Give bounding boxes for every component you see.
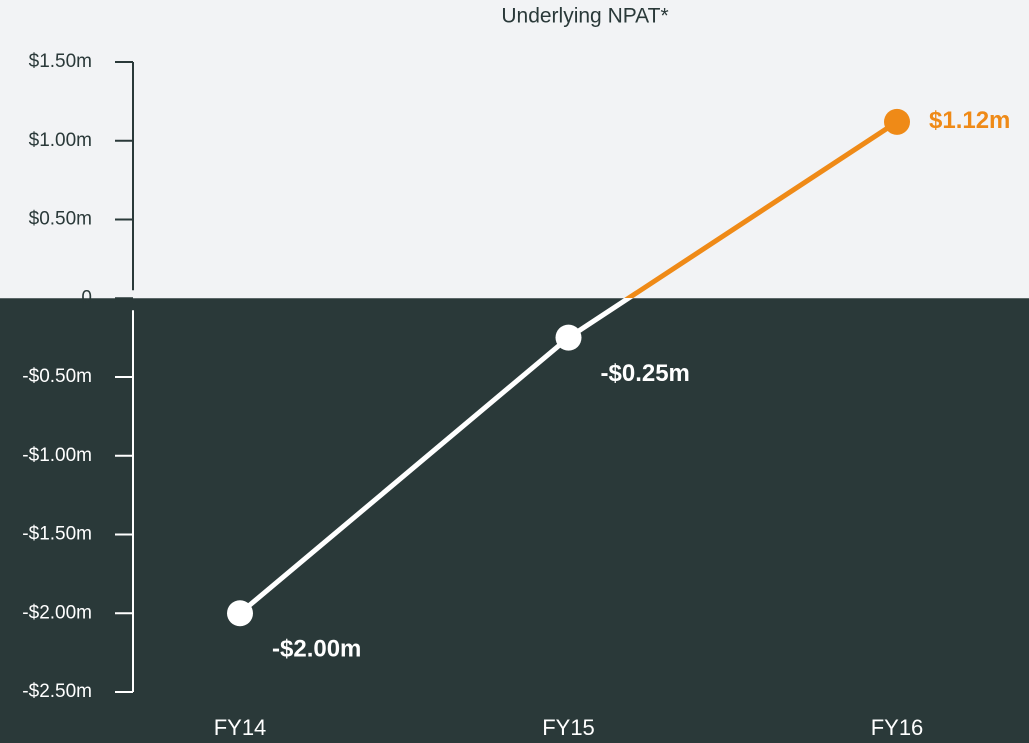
point xyxy=(555,324,582,351)
y-tick-label: -$0.50m xyxy=(22,366,92,387)
x-tick-label: FY16 xyxy=(871,715,924,740)
y-tick-label: $1.00m xyxy=(29,130,92,151)
point xyxy=(884,108,910,135)
x-tick-label: FY14 xyxy=(214,715,267,740)
data-label: -$2.00m xyxy=(272,636,361,663)
y-tick-label: 0 xyxy=(81,287,92,308)
background-negative xyxy=(0,298,1029,743)
y-tick-label: $1.50m xyxy=(29,51,92,72)
y-tick-label: -$2.00m xyxy=(22,602,92,623)
y-tick-label: -$1.00m xyxy=(22,445,92,466)
chart-title: Underlying NPAT* xyxy=(501,5,668,28)
data-label: $1.12m xyxy=(929,107,1010,134)
y-tick-label: $0.50m xyxy=(29,209,92,230)
y-tick-label: -$1.50m xyxy=(22,524,92,545)
x-tick-label: FY15 xyxy=(542,715,595,740)
point xyxy=(227,600,253,627)
data-label: -$0.25m xyxy=(601,360,690,387)
y-tick-label: -$2.50m xyxy=(22,681,92,702)
